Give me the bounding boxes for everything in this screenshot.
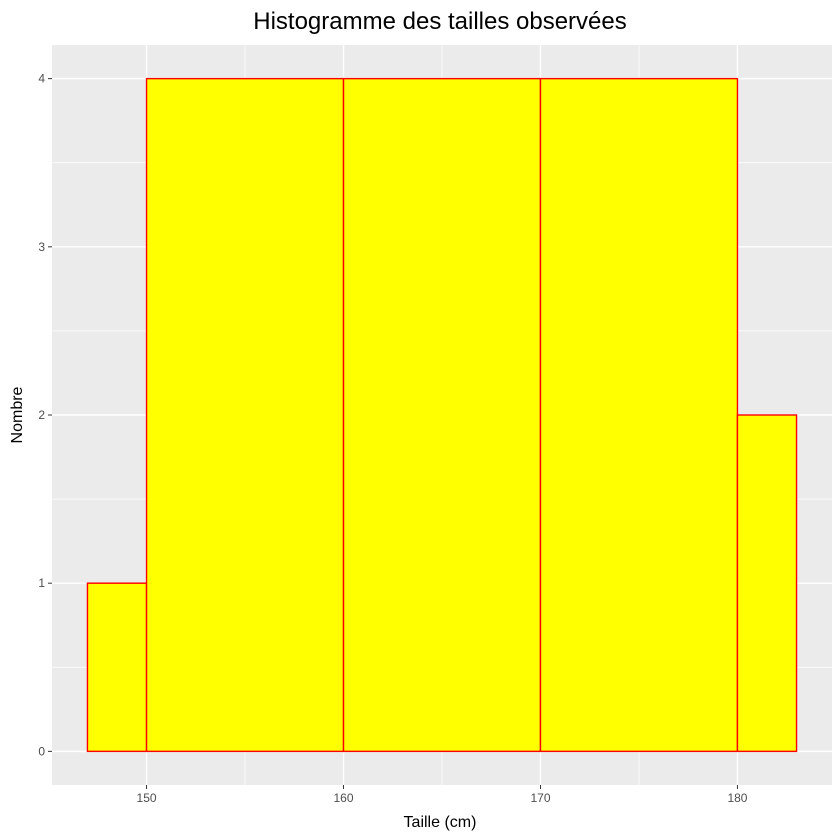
x-tick-label: 150: [137, 791, 157, 805]
x-axis: 150 160 170 180: [137, 785, 748, 805]
x-tick-label: 160: [333, 791, 353, 805]
histogram-bar: [87, 583, 146, 751]
histogram-bar: [540, 79, 737, 752]
chart-title: Histogramme des tailles observées: [253, 8, 627, 35]
y-tick-label: 3: [38, 240, 45, 254]
x-tick-label: 180: [727, 791, 747, 805]
y-tick-label: 4: [38, 72, 45, 86]
histogram-bar: [147, 79, 344, 752]
histogram-bar: [737, 415, 796, 751]
y-tick-label: 2: [38, 408, 45, 422]
histogram-bars: [87, 79, 796, 752]
y-tick-label: 1: [38, 576, 45, 590]
x-tick-label: 170: [530, 791, 550, 805]
y-tick-label: 0: [38, 744, 45, 758]
x-axis-title: Taille (cm): [404, 814, 477, 831]
y-axis: 0 1 2 3 4: [38, 72, 52, 759]
histogram-bar: [344, 79, 541, 752]
y-axis-title: Nombre: [9, 386, 26, 443]
